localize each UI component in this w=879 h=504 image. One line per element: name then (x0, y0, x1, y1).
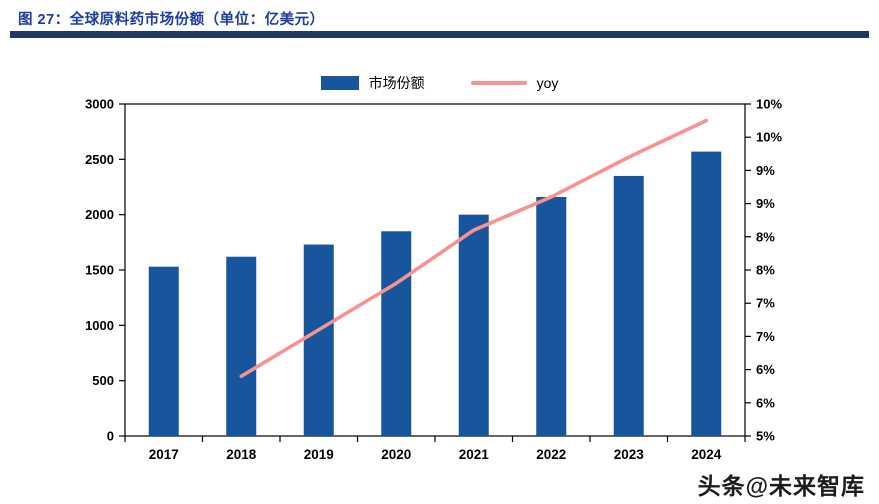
bar-2021 (458, 214, 489, 436)
legend-label-market-share: 市场份额 (368, 75, 425, 91)
axis-tick-label: 2021 (459, 447, 490, 462)
axis-tick-label: 1000 (85, 318, 114, 333)
axis-tick-label: 2018 (226, 447, 257, 462)
line-series-yoy (239, 118, 709, 379)
axis-tick-label: 7% (756, 296, 775, 311)
bar-2017 (148, 266, 179, 436)
bar-swatch-icon (320, 76, 359, 90)
axis-tick-label: 9% (756, 163, 775, 178)
line-swatch-icon (470, 81, 527, 85)
chart-legend: 市场份额 yoy (0, 73, 879, 93)
bar-series-market-share (148, 151, 722, 436)
figure-title: 图 27：全球原料药市场份额（单位：亿美元） (18, 12, 325, 28)
axis-tick-label: 7% (756, 329, 775, 344)
bar-2019 (303, 244, 334, 436)
axis-tick-label: 2017 (149, 447, 179, 462)
bar-2023 (613, 175, 644, 436)
axis-tick-label: 6% (756, 395, 775, 410)
axis-tick-label: 10% (756, 130, 782, 145)
axis-tick-label: 0 (107, 429, 114, 444)
bar-2020 (381, 231, 412, 436)
axis-tick-label: 10% (756, 97, 782, 112)
axis-tick-label: 2019 (304, 447, 334, 462)
axis-tick-label: 2023 (614, 447, 645, 462)
title-divider (10, 31, 869, 38)
axis-tick-label: 2000 (85, 207, 114, 222)
axis-tick-label: 2020 (381, 447, 411, 462)
axis-tick-label: 8% (756, 229, 775, 244)
axis-tick-label: 2024 (691, 447, 722, 462)
axis-tick-label: 2500 (85, 152, 114, 167)
axis-tick-label: 2022 (536, 447, 566, 462)
legend-label-yoy: yoy (536, 75, 559, 91)
axis-tick-label: 1500 (85, 263, 114, 278)
axis-tick-label: 5% (756, 429, 775, 444)
plot-frame (124, 103, 746, 437)
bar-2024 (691, 151, 722, 436)
axis-tick-label: 3000 (85, 97, 114, 112)
watermark: 头条@未来智库 (697, 473, 865, 499)
bar-2018 (226, 256, 257, 436)
axis-tick-label: 6% (756, 362, 775, 377)
chart-svg: 0 500 1000 1500 2000 2500 3000 10% 10% 9% 9% 8% 8% 7%… (85, 97, 782, 463)
axis-tick-label: 9% (756, 196, 775, 211)
legend-item-yoy: yoy (470, 75, 559, 91)
chart-plot-area: 0 500 1000 1500 2000 2500 3000 10% 10% 9% 9% 8% 8% 7%… (0, 96, 879, 476)
bar-2022 (536, 196, 567, 436)
axis-tick-label: 8% (756, 263, 775, 278)
legend-item-market-share: 市场份额 (320, 73, 425, 93)
axis-tick-label: 500 (92, 373, 114, 388)
